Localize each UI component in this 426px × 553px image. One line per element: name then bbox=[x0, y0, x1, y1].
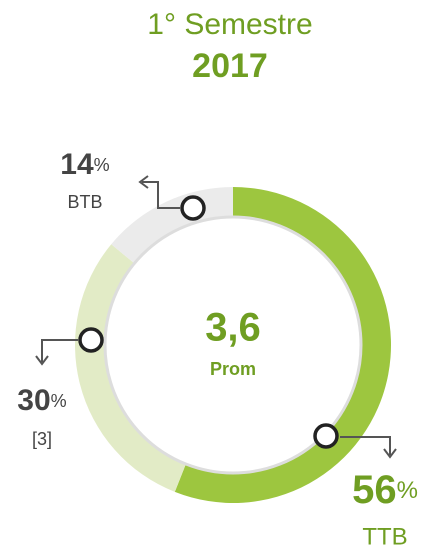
value: 30 bbox=[17, 384, 50, 417]
center-value: 3,6 bbox=[205, 306, 261, 350]
marker bbox=[180, 195, 206, 221]
value-label: 56% bbox=[352, 468, 418, 512]
unit: % bbox=[397, 477, 418, 504]
category-label: [3] bbox=[32, 429, 52, 449]
chart-title: 1° Semestre bbox=[147, 8, 312, 41]
chart-subtitle: 2017 bbox=[192, 47, 268, 85]
value: 14 bbox=[60, 148, 94, 181]
value-label: 30% bbox=[17, 384, 66, 417]
segment bbox=[74, 244, 186, 492]
arrow-head bbox=[35, 355, 49, 366]
marker bbox=[313, 423, 339, 449]
inner-shadow bbox=[103, 215, 363, 475]
arrow bbox=[41, 339, 78, 362]
markers bbox=[78, 195, 339, 449]
value: 56 bbox=[352, 468, 397, 512]
center-label: Prom bbox=[210, 359, 256, 379]
value-label: 14% bbox=[60, 148, 109, 181]
marker bbox=[78, 327, 104, 353]
category-label: BTB bbox=[67, 192, 102, 212]
labels: 56% TTB 30% [3] 14% BTB bbox=[17, 148, 418, 550]
arrow bbox=[142, 181, 180, 209]
segment bbox=[111, 186, 233, 264]
arrow-head bbox=[383, 448, 397, 459]
unit: % bbox=[94, 155, 110, 175]
segment bbox=[174, 187, 391, 503]
category-label: TTB bbox=[362, 523, 407, 550]
arrow bbox=[340, 436, 391, 455]
arrow-head bbox=[138, 175, 149, 189]
callout-arrows bbox=[35, 175, 397, 459]
unit: % bbox=[51, 391, 67, 411]
